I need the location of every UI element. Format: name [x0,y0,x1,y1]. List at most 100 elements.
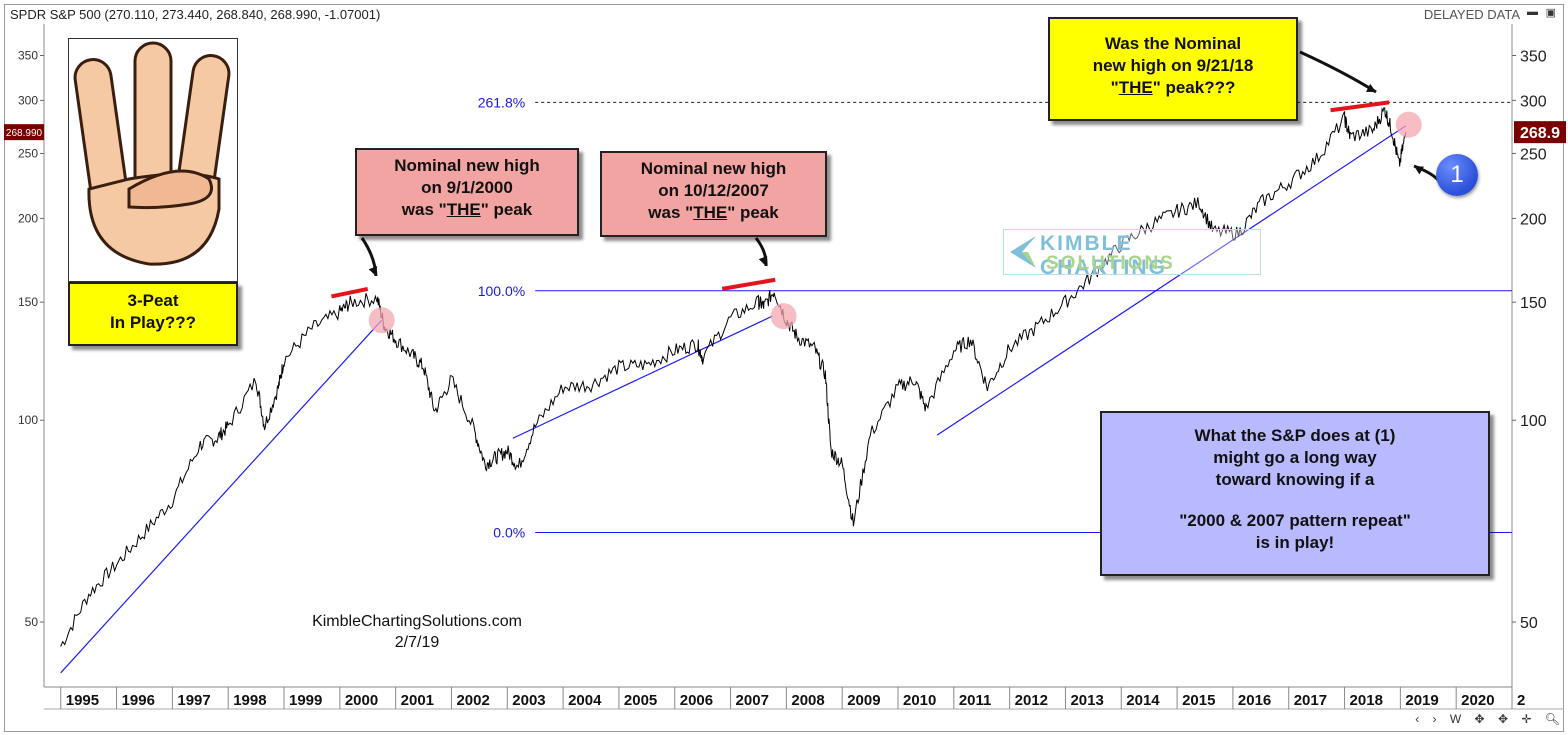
week-button[interactable]: W [1449,712,1462,726]
right-price-tag [1514,121,1566,144]
watermark-line2: SOLUTIONS [1046,253,1175,274]
x-tick-label: 2007 [736,692,769,709]
fib-level-label: 100.0% [478,283,525,299]
question-line1: What the S&P does at (1) [1194,426,1396,445]
crosshair-icon[interactable]: ✛ [1521,712,1532,726]
arrow-2000-head [368,266,378,276]
x-tick-label: 2019 [1405,692,1438,709]
y-tick-label-left: 350 [18,49,38,63]
x-tick-label: 2018 [1350,692,1383,709]
fib-level-label: 0.0% [493,525,525,541]
highlight-circle [368,307,395,334]
restore-icon[interactable]: ▣ [1545,7,1556,19]
peak-marker-line [1330,100,1390,113]
y-tick-label-left: 200 [18,211,38,225]
credit-site: KimbleChartingSolutions.com [312,613,522,630]
x-tick-label: 2000 [345,692,378,709]
pan-icon[interactable]: ✥ [1474,712,1485,726]
arrow-2018-head [1366,83,1376,92]
x-tick-label: 2010 [903,692,936,709]
peak-2007-line1: Nominal new high [640,159,787,178]
arrow-2018 [1299,50,1377,94]
y-tick-label-right: 350 [1520,49,1547,66]
scroll-left-icon[interactable]: ‹ [1415,712,1420,726]
y-tick-label-right: 150 [1520,295,1547,312]
x-tick-label: 2012 [1015,692,1048,709]
peak-2000-line3: was "THE" peak [401,199,533,219]
x-tick-label: 2013 [1070,692,1103,709]
x-tick-label: 2011 [959,692,992,709]
question-line5: is in play! [1255,533,1335,552]
minimize-icon[interactable]: ▬ [1527,6,1538,18]
x-tick-label: 2 [1517,692,1525,709]
trendline [936,125,1407,436]
x-tick-label: 2006 [680,692,713,709]
peak-2018-line2: new high on 9/21/18 [1092,55,1254,75]
chart-frame [4,4,1564,732]
peak-2007-line2: on 10/12/2007 [658,180,769,200]
x-tick-label: 2017 [1294,692,1327,709]
peak-2000-line1: Nominal new high [394,156,540,175]
highlight-circle [1395,111,1422,138]
pattern-question-note: What the S&P does at (1) might go a long… [1100,411,1490,576]
fib-level-label: 261.8% [478,94,525,110]
three-peat-note: 3-Peat In Play??? [68,282,238,346]
kimble-logo-icon [1010,236,1036,268]
y-tick-label-right: 300 [1520,93,1547,110]
x-tick-label: 1999 [289,692,322,709]
three-peat-line1: 3-Peat [127,291,179,310]
question-line2: might go a long way [1213,447,1377,467]
x-tick-label: 1996 [122,692,155,709]
question-line4: "2000 & 2007 pattern repeat" [1179,511,1411,531]
three-fingers-illustration [68,38,238,282]
y-tick-label-right: 200 [1520,211,1547,228]
delayed-data-label: DELAYED DATA [1423,7,1520,22]
x-tick-label: 1998 [233,692,266,709]
y-tick-label-left: 50 [25,615,39,629]
peak-2007-line3: was "THE" peak [648,202,779,222]
arrow-callout-head [1414,166,1424,175]
x-tick-label: 2001 [401,692,434,709]
peak-marker-line [331,286,369,299]
x-tick-label: 1997 [177,692,210,709]
y-tick-label-left: 100 [18,413,38,427]
x-tick-label: 2014 [1126,692,1160,709]
zoom-out-icon[interactable]: 🔍︎ [1544,712,1560,726]
highlight-circle [770,303,797,330]
x-tick-label: 2008 [791,692,824,709]
watermark-line1: KIMBLE CHARTING [1040,232,1167,279]
credit-date: 2/7/19 [394,633,440,651]
x-tick-label: 1995 [66,692,99,709]
y-tick-label-left: 150 [18,295,38,309]
x-tick-label: 2005 [624,692,657,709]
x-tick-label: 2002 [456,692,489,709]
trendline [60,319,383,674]
callout-one-badge: 1 [1436,154,1478,196]
y-tick-label-right: 100 [1520,413,1547,430]
peak-2018-line1: Was the Nominal [1104,34,1242,53]
y-tick-label-right: 50 [1520,615,1538,632]
peak-2000-note: Nominal new high on 9/1/2000 was "THE" p… [355,148,579,236]
x-tick-label: 2020 [1461,692,1494,709]
peak-2018-line3: "THE" peak??? [1110,77,1236,97]
y-tick-label-left: 250 [18,146,38,160]
hand-icon [73,41,231,266]
y-tick-label-right: 250 [1520,146,1547,163]
peak-marker-line [721,277,776,291]
chart-toolbar: ‹ › W ✥ ✥ ✛ 🔍︎ [1405,712,1560,726]
right-price-label: 268.9 [1520,125,1560,142]
peak-2018-note: Was the Nominal new high on 9/21/18 "THE… [1048,17,1298,121]
left-price-tag [4,124,44,141]
scroll-right-icon[interactable]: › [1432,712,1437,726]
question-line3: toward knowing if a [1215,469,1375,489]
y-tick-label-left: 300 [18,93,38,107]
arrow-2007-head [758,256,768,266]
trendline [512,315,773,439]
left-price-label: 268.990 [6,128,43,139]
credit-block: KimbleChartingSolutions.com 2/7/19 [290,612,544,654]
x-tick-label: 2009 [847,692,880,709]
price-series-line [60,107,1407,647]
move-icon[interactable]: ✥ [1497,712,1509,726]
ticker-label: SPDR S&P 500 (270.110, 273.440, 268.840,… [10,7,381,22]
x-tick-label: 2015 [1182,692,1215,709]
